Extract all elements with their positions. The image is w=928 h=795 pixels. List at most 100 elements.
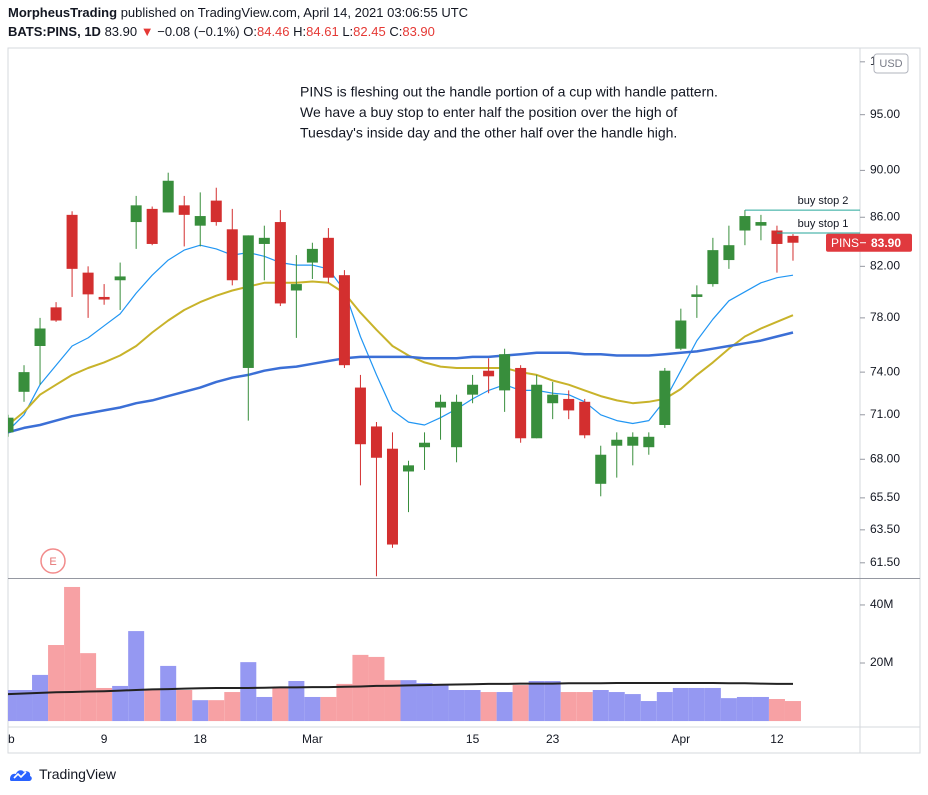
event-marker <box>40 548 66 574</box>
candle-body <box>563 398 575 411</box>
candle-body <box>306 248 318 263</box>
candle-body <box>499 354 511 391</box>
price-pane: PINS is fleshing out the handle portion … <box>8 84 860 577</box>
volume-bar <box>656 692 673 722</box>
volume-bar <box>608 692 625 722</box>
volume-bar <box>240 662 257 722</box>
candle-body <box>403 465 414 472</box>
volume-bar <box>352 654 369 722</box>
candle-body <box>547 394 559 404</box>
brand-logo <box>10 770 32 781</box>
x-tick-label: 9 <box>101 732 108 746</box>
candle-body <box>707 250 719 285</box>
volume-bar <box>448 690 465 722</box>
candle-body <box>691 294 703 297</box>
y-tick-label: 71.00 <box>870 407 900 421</box>
x-tick-label: 23 <box>546 732 560 746</box>
volume-bar <box>624 694 641 722</box>
volume-average <box>8 682 793 696</box>
ohlc: O:84.46 H:84.61 L:82.45 C:83.90 <box>243 24 435 39</box>
annotation: Tuesday's inside day and the other half … <box>300 125 677 141</box>
ohlc-value: 83.90 <box>402 24 435 39</box>
volume-bar <box>80 653 97 722</box>
volume-bar <box>464 690 481 722</box>
volume-bar <box>176 690 193 722</box>
moving-average <box>8 331 794 434</box>
y-tick-label: 68.00 <box>870 451 900 465</box>
volume-bar <box>128 631 145 722</box>
level-label: buy stop 1 <box>798 218 849 230</box>
candle-body <box>531 384 543 439</box>
y-tick-label: 63.50 <box>870 522 900 536</box>
candle-body <box>755 222 767 226</box>
volume-bar <box>640 701 657 722</box>
candle-body <box>162 180 174 213</box>
volume-bar <box>704 687 721 722</box>
candle-body <box>34 328 46 346</box>
candle-body <box>178 205 190 215</box>
volume-bar <box>272 687 289 722</box>
event-label: E <box>49 556 56 568</box>
header-line-2: BATS:PINS, 1D 83.90 ▼ −0.08 (−0.1%) O:84… <box>8 24 435 39</box>
x-tick-label: b <box>8 732 15 746</box>
volume-bar <box>64 586 81 722</box>
footer: TradingView <box>8 765 116 783</box>
volume-bar <box>368 656 385 722</box>
candle-body <box>8 417 14 433</box>
candle-body <box>643 436 655 448</box>
candle-body <box>483 370 495 377</box>
change: −0.08 (−0.1%) <box>157 24 240 39</box>
candle-body <box>451 401 463 448</box>
candle-body <box>130 205 142 223</box>
chart: PINS is fleshing out the handle portion … <box>7 47 921 754</box>
symbol: BATS:PINS, 1D <box>8 24 101 39</box>
volume-bar <box>320 696 337 722</box>
candle-body <box>258 237 270 244</box>
candle-body <box>274 222 286 304</box>
volume-bar <box>736 696 753 722</box>
y-tick-label: 65.50 <box>870 490 900 504</box>
candle-body <box>226 229 238 281</box>
candle-body <box>739 216 751 231</box>
candle-body <box>242 235 254 368</box>
candle-body <box>659 370 671 425</box>
change-arrow: ▼ <box>140 24 154 39</box>
volume-bar <box>48 645 65 722</box>
last-price-label: 83.90 <box>871 236 901 250</box>
annotation: PINS is fleshing out the handle portion … <box>300 84 718 100</box>
volume-bar <box>400 680 417 722</box>
volume-bar <box>576 692 593 722</box>
x-tick-label: 12 <box>770 732 784 746</box>
volume-bar <box>720 698 737 722</box>
last-price-badge <box>826 233 912 252</box>
volume-bar <box>208 700 225 722</box>
axes: 61.50 63.50 65.50 68.00 71.00 74.00 78.00 82.00… <box>8 53 912 746</box>
candle-body <box>611 439 623 446</box>
candle-body <box>787 235 799 243</box>
y-tick-label: 61.50 <box>870 555 900 569</box>
author: MorpheusTrading <box>8 5 118 20</box>
y-tick-label: 20M <box>870 655 893 669</box>
volume-bar <box>688 687 705 722</box>
volume-bar <box>672 687 689 722</box>
candle-body <box>210 200 222 223</box>
ohlc-value: 82.45 <box>353 24 386 39</box>
volume-bar <box>144 690 161 722</box>
brand: TradingView <box>39 766 117 782</box>
x-tick-label: 18 <box>194 732 208 746</box>
candle-body <box>675 320 687 349</box>
candle-body <box>467 384 479 395</box>
header-line-1: MorpheusTrading published on TradingView… <box>8 5 468 20</box>
candle-body <box>435 401 447 408</box>
y-tick-label: 78.00 <box>870 310 900 324</box>
volume-bar <box>384 680 401 722</box>
volume-bar <box>416 683 433 722</box>
x-tick-label: Mar <box>302 732 323 746</box>
candle-body <box>82 272 94 295</box>
volume-bar <box>160 665 177 722</box>
candle-body <box>98 296 110 300</box>
volume-bar <box>256 696 273 722</box>
volume-bar <box>192 700 209 722</box>
volume-bar <box>432 685 449 722</box>
volume-bar <box>560 692 577 722</box>
